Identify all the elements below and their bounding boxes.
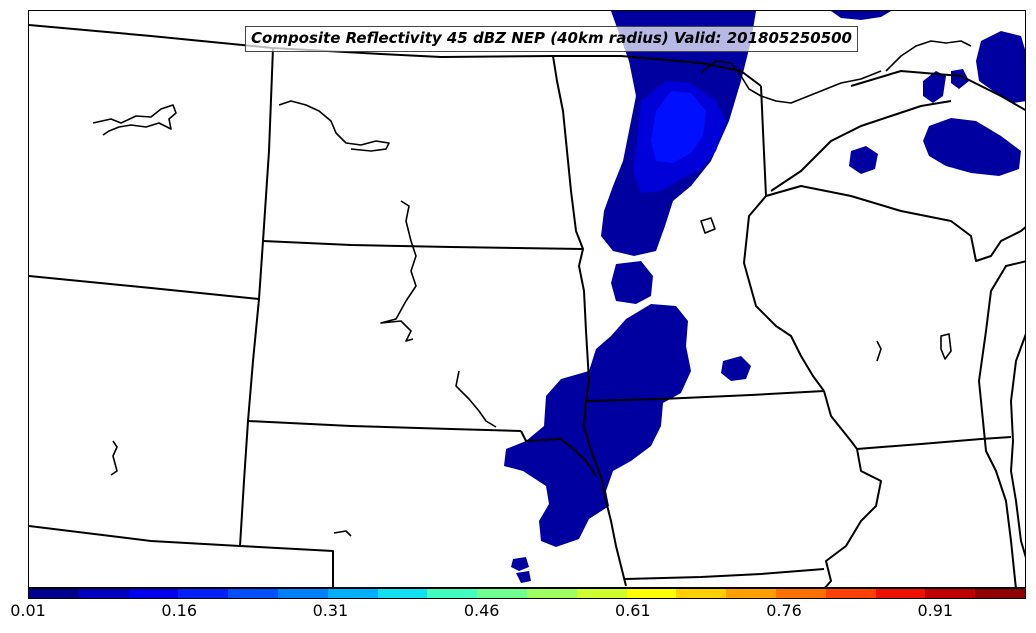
colorbar bbox=[28, 588, 1026, 599]
nebraska-river bbox=[455, 370, 497, 428]
nd-sd-line bbox=[262, 240, 584, 250]
il-north-line bbox=[856, 436, 1012, 450]
sd-ne-line bbox=[247, 420, 522, 432]
colorbar-segment bbox=[526, 589, 577, 598]
colorbar-tick-label: 0.76 bbox=[766, 601, 802, 620]
colorbar-segment bbox=[128, 589, 179, 598]
montana-line-west bbox=[258, 47, 274, 300]
map-title: Composite Reflectivity 45 dBZ NEP (40km … bbox=[245, 26, 858, 52]
lake-michigan-east bbox=[1010, 333, 1025, 558]
colorbar-segment bbox=[377, 589, 428, 598]
colorbar-segment bbox=[925, 589, 976, 598]
ia-mo-line bbox=[623, 568, 825, 580]
colorbar-segment bbox=[29, 589, 79, 598]
nep-region-mid-small bbox=[611, 261, 653, 304]
lake-michigan-west bbox=[978, 260, 1025, 587]
colorbar-segment bbox=[78, 589, 129, 598]
map-canvas bbox=[29, 11, 1025, 587]
water-features bbox=[92, 40, 972, 537]
nep-region-small-2 bbox=[511, 557, 529, 571]
colorbar-tick-label: 0.61 bbox=[615, 601, 651, 620]
colorbar-segment bbox=[277, 589, 328, 598]
nep-region-east-small bbox=[849, 146, 878, 174]
colorbar-segment bbox=[975, 589, 1025, 598]
colorbar-segment bbox=[775, 589, 826, 598]
colorbar-segment bbox=[626, 589, 677, 598]
ia-east-line bbox=[824, 448, 882, 587]
lake-superior-west bbox=[700, 60, 882, 104]
colorbar-segment bbox=[427, 589, 478, 598]
lake-superior-north bbox=[885, 40, 972, 72]
nep-region-blob-top bbox=[831, 11, 891, 20]
colorbar-tick-label: 0.31 bbox=[312, 601, 349, 620]
colorbar-segment bbox=[825, 589, 876, 598]
colorbar-tick-labels: 0.01 0.16 0.31 0.46 0.61 0.76 0.91 bbox=[0, 601, 1036, 625]
political-boundaries bbox=[29, 24, 1025, 587]
ia-north-line bbox=[585, 390, 825, 402]
nep-region-northeast-2 bbox=[951, 69, 969, 89]
lake-small-5 bbox=[333, 530, 352, 537]
wy-east-line bbox=[239, 298, 260, 547]
colorbar-segment bbox=[178, 589, 229, 598]
lake-small-2 bbox=[940, 333, 952, 360]
nd-mn-line bbox=[552, 55, 590, 402]
colorbar-segment bbox=[676, 589, 727, 598]
nep-region-northeast-1 bbox=[923, 71, 946, 103]
colorbar-segment bbox=[327, 589, 378, 598]
probability-fill-regions bbox=[504, 11, 1025, 583]
sd-ia-river bbox=[520, 430, 597, 477]
colorbar-tick-label: 0.46 bbox=[463, 601, 500, 620]
upper-peninsula-south bbox=[765, 185, 1025, 262]
nep-region-east-lake bbox=[923, 118, 1021, 176]
ia-wi-ia-line bbox=[823, 390, 858, 450]
nep-region-central bbox=[504, 304, 691, 547]
lake-small-3 bbox=[876, 340, 882, 362]
lake-oahe bbox=[380, 200, 417, 342]
wy-mt-line bbox=[29, 275, 260, 300]
colorbar-segment bbox=[228, 589, 278, 598]
lake-sakakawea bbox=[278, 100, 390, 152]
colorbar-tick-label: 0.16 bbox=[161, 601, 198, 620]
colorbar-tick-label: 0.01 bbox=[10, 601, 46, 620]
colorbar-segment bbox=[726, 589, 776, 598]
nep-region-northeast-3 bbox=[976, 31, 1025, 103]
mn-wi-line bbox=[743, 85, 825, 392]
co-north-line bbox=[29, 525, 334, 587]
colorbar-segment bbox=[477, 589, 527, 598]
missouri-river-west bbox=[583, 400, 627, 587]
nep-region-north-peak bbox=[651, 91, 706, 163]
colorbar-tick-label: 0.91 bbox=[917, 601, 954, 620]
upper-mi-shore bbox=[770, 100, 952, 192]
colorbar-segment bbox=[875, 589, 926, 598]
colorbar-segment bbox=[576, 589, 627, 598]
nep-region-small-3 bbox=[516, 571, 531, 583]
nep-region-small-1 bbox=[721, 356, 751, 381]
fort-peck-lake bbox=[92, 104, 177, 136]
lake-small-1 bbox=[700, 217, 716, 234]
mi-border-upper bbox=[850, 70, 1025, 112]
map-panel: Composite Reflectivity 45 dBZ NEP (40km … bbox=[28, 10, 1026, 588]
lake-small-4 bbox=[110, 440, 118, 476]
